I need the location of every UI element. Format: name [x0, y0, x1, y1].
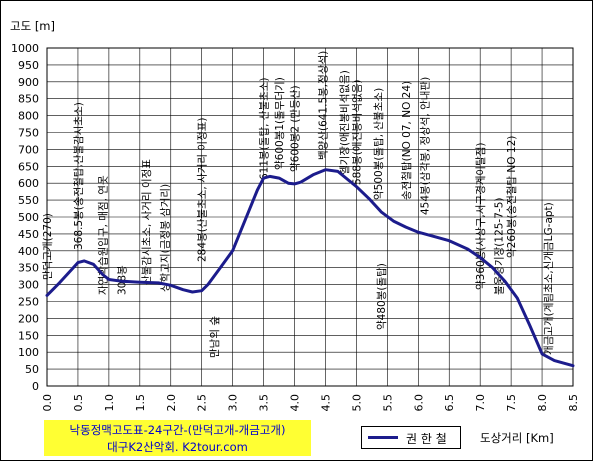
- annotation-label: 약480봉(돌탑): [376, 263, 388, 330]
- annotation-label: 송전철탑(NO 07, NO 24): [401, 81, 413, 200]
- x-tick-label: 2.0: [165, 394, 178, 412]
- annotation-label: 284봉(산불초소, 사거리 이정표): [197, 117, 209, 262]
- annotation-label: 약360봉(사상구,서구경계이탈점): [474, 142, 487, 290]
- x-tick-label: 0.5: [72, 394, 85, 412]
- x-tick-label: 7.5: [505, 394, 518, 412]
- annotation-label: 백양산(641.5봉,정상석): [317, 51, 329, 160]
- annotation-label: 588봉(애진봉비석없음): [350, 79, 363, 185]
- y-tick-label: 850: [18, 93, 39, 106]
- x-tick-label: 3.0: [227, 394, 240, 412]
- x-tick-label: 3.5: [258, 394, 271, 412]
- annotation-label: 약600봉1(돌무더기): [274, 77, 286, 170]
- x-tick-label: 8.0: [536, 394, 549, 412]
- caption-subtitle: 대구K2산악회. K2tour.com: [107, 440, 248, 454]
- x-tick-label: 6.0: [412, 394, 425, 412]
- y-tick-label: 250: [18, 296, 39, 309]
- annotation-label: 454봉(삼각봉, 정상석, 안내판): [419, 77, 431, 215]
- annotation-label: 자연학습원입구, 매점, 연못: [97, 175, 110, 295]
- y-tick-label: 400: [18, 245, 39, 258]
- y-tick-label: 200: [18, 312, 39, 325]
- y-tick-label: 750: [18, 127, 39, 140]
- legend-label: 권 한 철: [406, 432, 447, 446]
- caption-box: 낙동정맥고도표-24구간-(만덕고개-개금고개) 대구K2산악회. K2tour…: [44, 420, 311, 456]
- x-tick-label: 0.0: [41, 394, 54, 412]
- y-tick-label: 50: [25, 363, 39, 376]
- x-tick-label: 8.5: [567, 394, 580, 412]
- x-tick-label: 7.0: [474, 394, 487, 412]
- y-tick-label: 650: [18, 160, 39, 173]
- y-tick-label: 150: [18, 329, 39, 342]
- y-tick-label: 350: [18, 262, 39, 275]
- x-tick-label: 1.5: [134, 394, 147, 412]
- legend: 권 한 철: [361, 426, 461, 449]
- y-tick-label: 500: [18, 211, 39, 224]
- y-tick-label: 950: [18, 59, 39, 72]
- y-tick-label: 800: [18, 110, 39, 123]
- y-axis-title: 고도 [m]: [10, 19, 55, 33]
- x-axis-title: 도상거리 [Km]: [480, 431, 554, 445]
- annotation-label: 헬기장(애진봉비석없음): [338, 70, 351, 175]
- annotation-label: 611봉(돌탑, 산불초소): [259, 77, 271, 180]
- legend-swatch: [368, 436, 398, 439]
- x-tick-label: 5.0: [350, 394, 363, 412]
- x-tick-label: 4.0: [289, 394, 302, 412]
- y-tick-label: 100: [18, 346, 39, 359]
- y-tick-label: 300: [18, 279, 39, 292]
- y-tick-label: 1000: [11, 42, 39, 55]
- y-tick-label: 550: [18, 194, 39, 207]
- x-tick-label: 6.5: [443, 394, 456, 412]
- y-tick-label: 450: [18, 228, 39, 241]
- x-tick-label: 1.0: [103, 394, 116, 412]
- annotation-label: 상학고지(금정봉 삼거리): [160, 184, 172, 292]
- y-tick-label: 0: [32, 380, 39, 393]
- caption-title: 낙동정맥고도표-24구간-(만덕고개-개금고개): [69, 423, 286, 437]
- series-line: [45, 168, 575, 368]
- y-tick-label: 900: [18, 76, 39, 89]
- annotation-label: 만남의 숲: [209, 316, 221, 358]
- annotation-label: 산불감시초소, 사거리 이정표: [141, 159, 153, 285]
- annotation-label: 개금고개(계림초소,신개금LG-apt): [543, 202, 555, 355]
- annotation-label: 약260봉(송전철탑 NO 12): [506, 136, 518, 258]
- annotation-label: 만덕고개(270): [42, 213, 54, 280]
- y-tick-label: 700: [18, 143, 39, 156]
- annotation-label: 약600봉2 (만등산): [290, 85, 302, 172]
- x-tick-label: 2.5: [196, 394, 209, 412]
- annotation-label: 368.5봉(송전철탑,산불감시초소): [73, 102, 85, 250]
- x-tick-label: 5.5: [381, 394, 394, 412]
- x-tick-label: 4.5: [319, 394, 332, 412]
- annotation-label: 약500봉(돌탑, 산불초소): [373, 88, 385, 200]
- y-tick-label: 600: [18, 177, 39, 190]
